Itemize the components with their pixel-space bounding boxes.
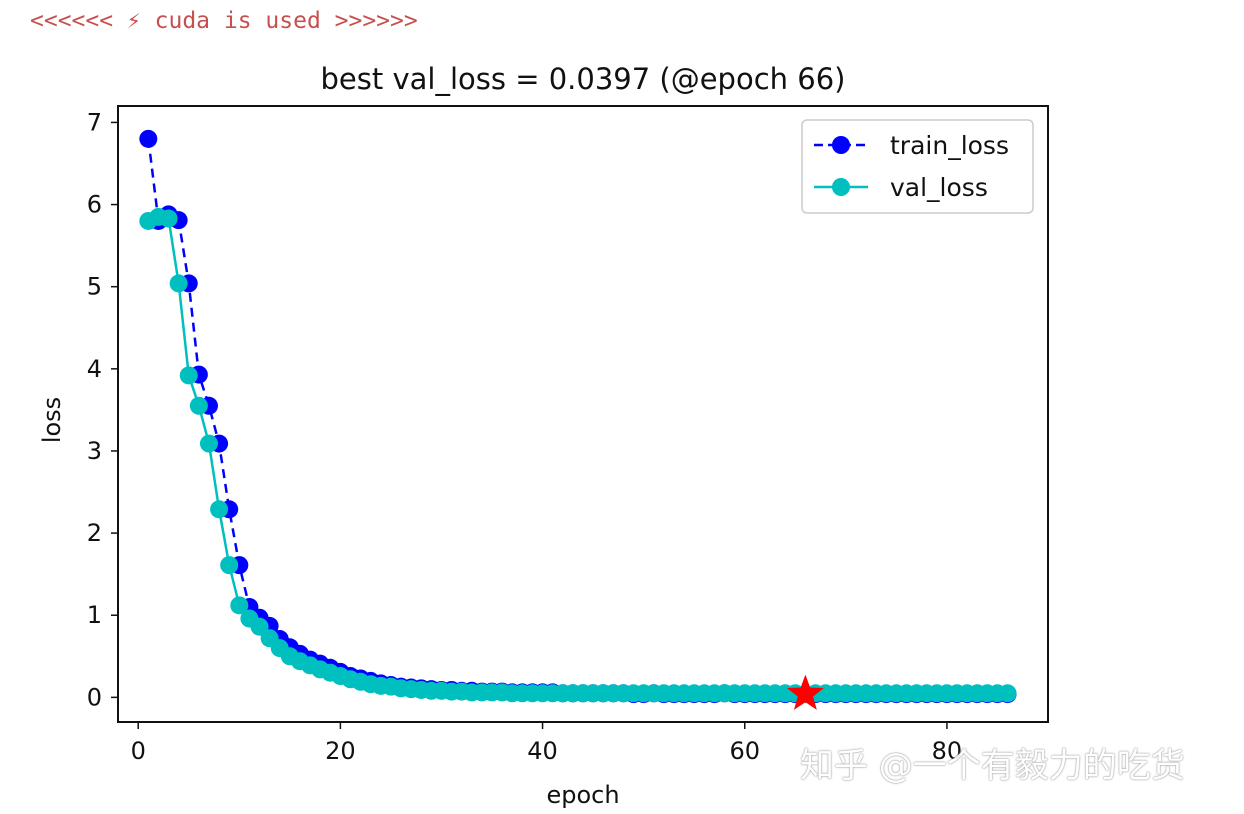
x-tick-label: 20 [325, 737, 356, 765]
legend-train-label: train_loss [890, 131, 1009, 160]
y-tick-label: 6 [87, 191, 102, 219]
series-layer [139, 129, 1017, 710]
x-tick-label: 40 [527, 737, 558, 765]
y-tick-label: 4 [87, 355, 102, 383]
legend-train-marker [832, 136, 850, 154]
legend: train_loss val_loss [801, 119, 1034, 214]
train_loss-line [147, 138, 1008, 696]
val_loss-point [169, 274, 188, 293]
legend-box [801, 119, 1034, 214]
val_loss-point [159, 209, 178, 228]
val_loss-point [998, 684, 1017, 703]
val_loss-point [199, 434, 218, 453]
y-tick-label: 0 [87, 683, 102, 711]
train_loss-series [139, 129, 1017, 704]
y-tick-label: 5 [87, 273, 102, 301]
x-tick-label: 60 [729, 737, 760, 765]
plot-frame [117, 105, 1049, 723]
chart-title: best val_loss = 0.0397 (@epoch 66) [321, 62, 846, 96]
best-epoch-star-marker [786, 674, 824, 710]
y-tick-label: 3 [87, 437, 102, 465]
x-tick-label: 80 [932, 737, 963, 765]
console-log-line: <<<<<< ⚡ cuda is used >>>>>> [30, 8, 418, 34]
y-tick-label: 2 [87, 519, 102, 547]
train_loss-point [139, 129, 158, 148]
legend-val-marker [832, 178, 850, 196]
y-axis-ticks: 0 1 2 3 4 5 6 7 [87, 108, 118, 711]
y-tick-label: 1 [87, 601, 102, 629]
val_loss-point [210, 500, 229, 519]
watermark-text: 知乎 @一个有毅力的吃货 [800, 746, 1185, 786]
legend-val-label: val_loss [890, 173, 988, 202]
val_loss-point [230, 596, 249, 615]
y-tick-label: 7 [87, 108, 102, 136]
val_loss-point [179, 366, 198, 385]
x-axis-label: epoch [546, 781, 619, 809]
val_loss-series [139, 207, 1017, 704]
val_loss-point [189, 396, 208, 415]
x-axis-ticks: 0 20 40 60 80 [131, 722, 963, 765]
y-axis-label: loss [38, 397, 66, 443]
val_loss-point [220, 556, 239, 575]
x-tick-label: 0 [131, 737, 146, 765]
